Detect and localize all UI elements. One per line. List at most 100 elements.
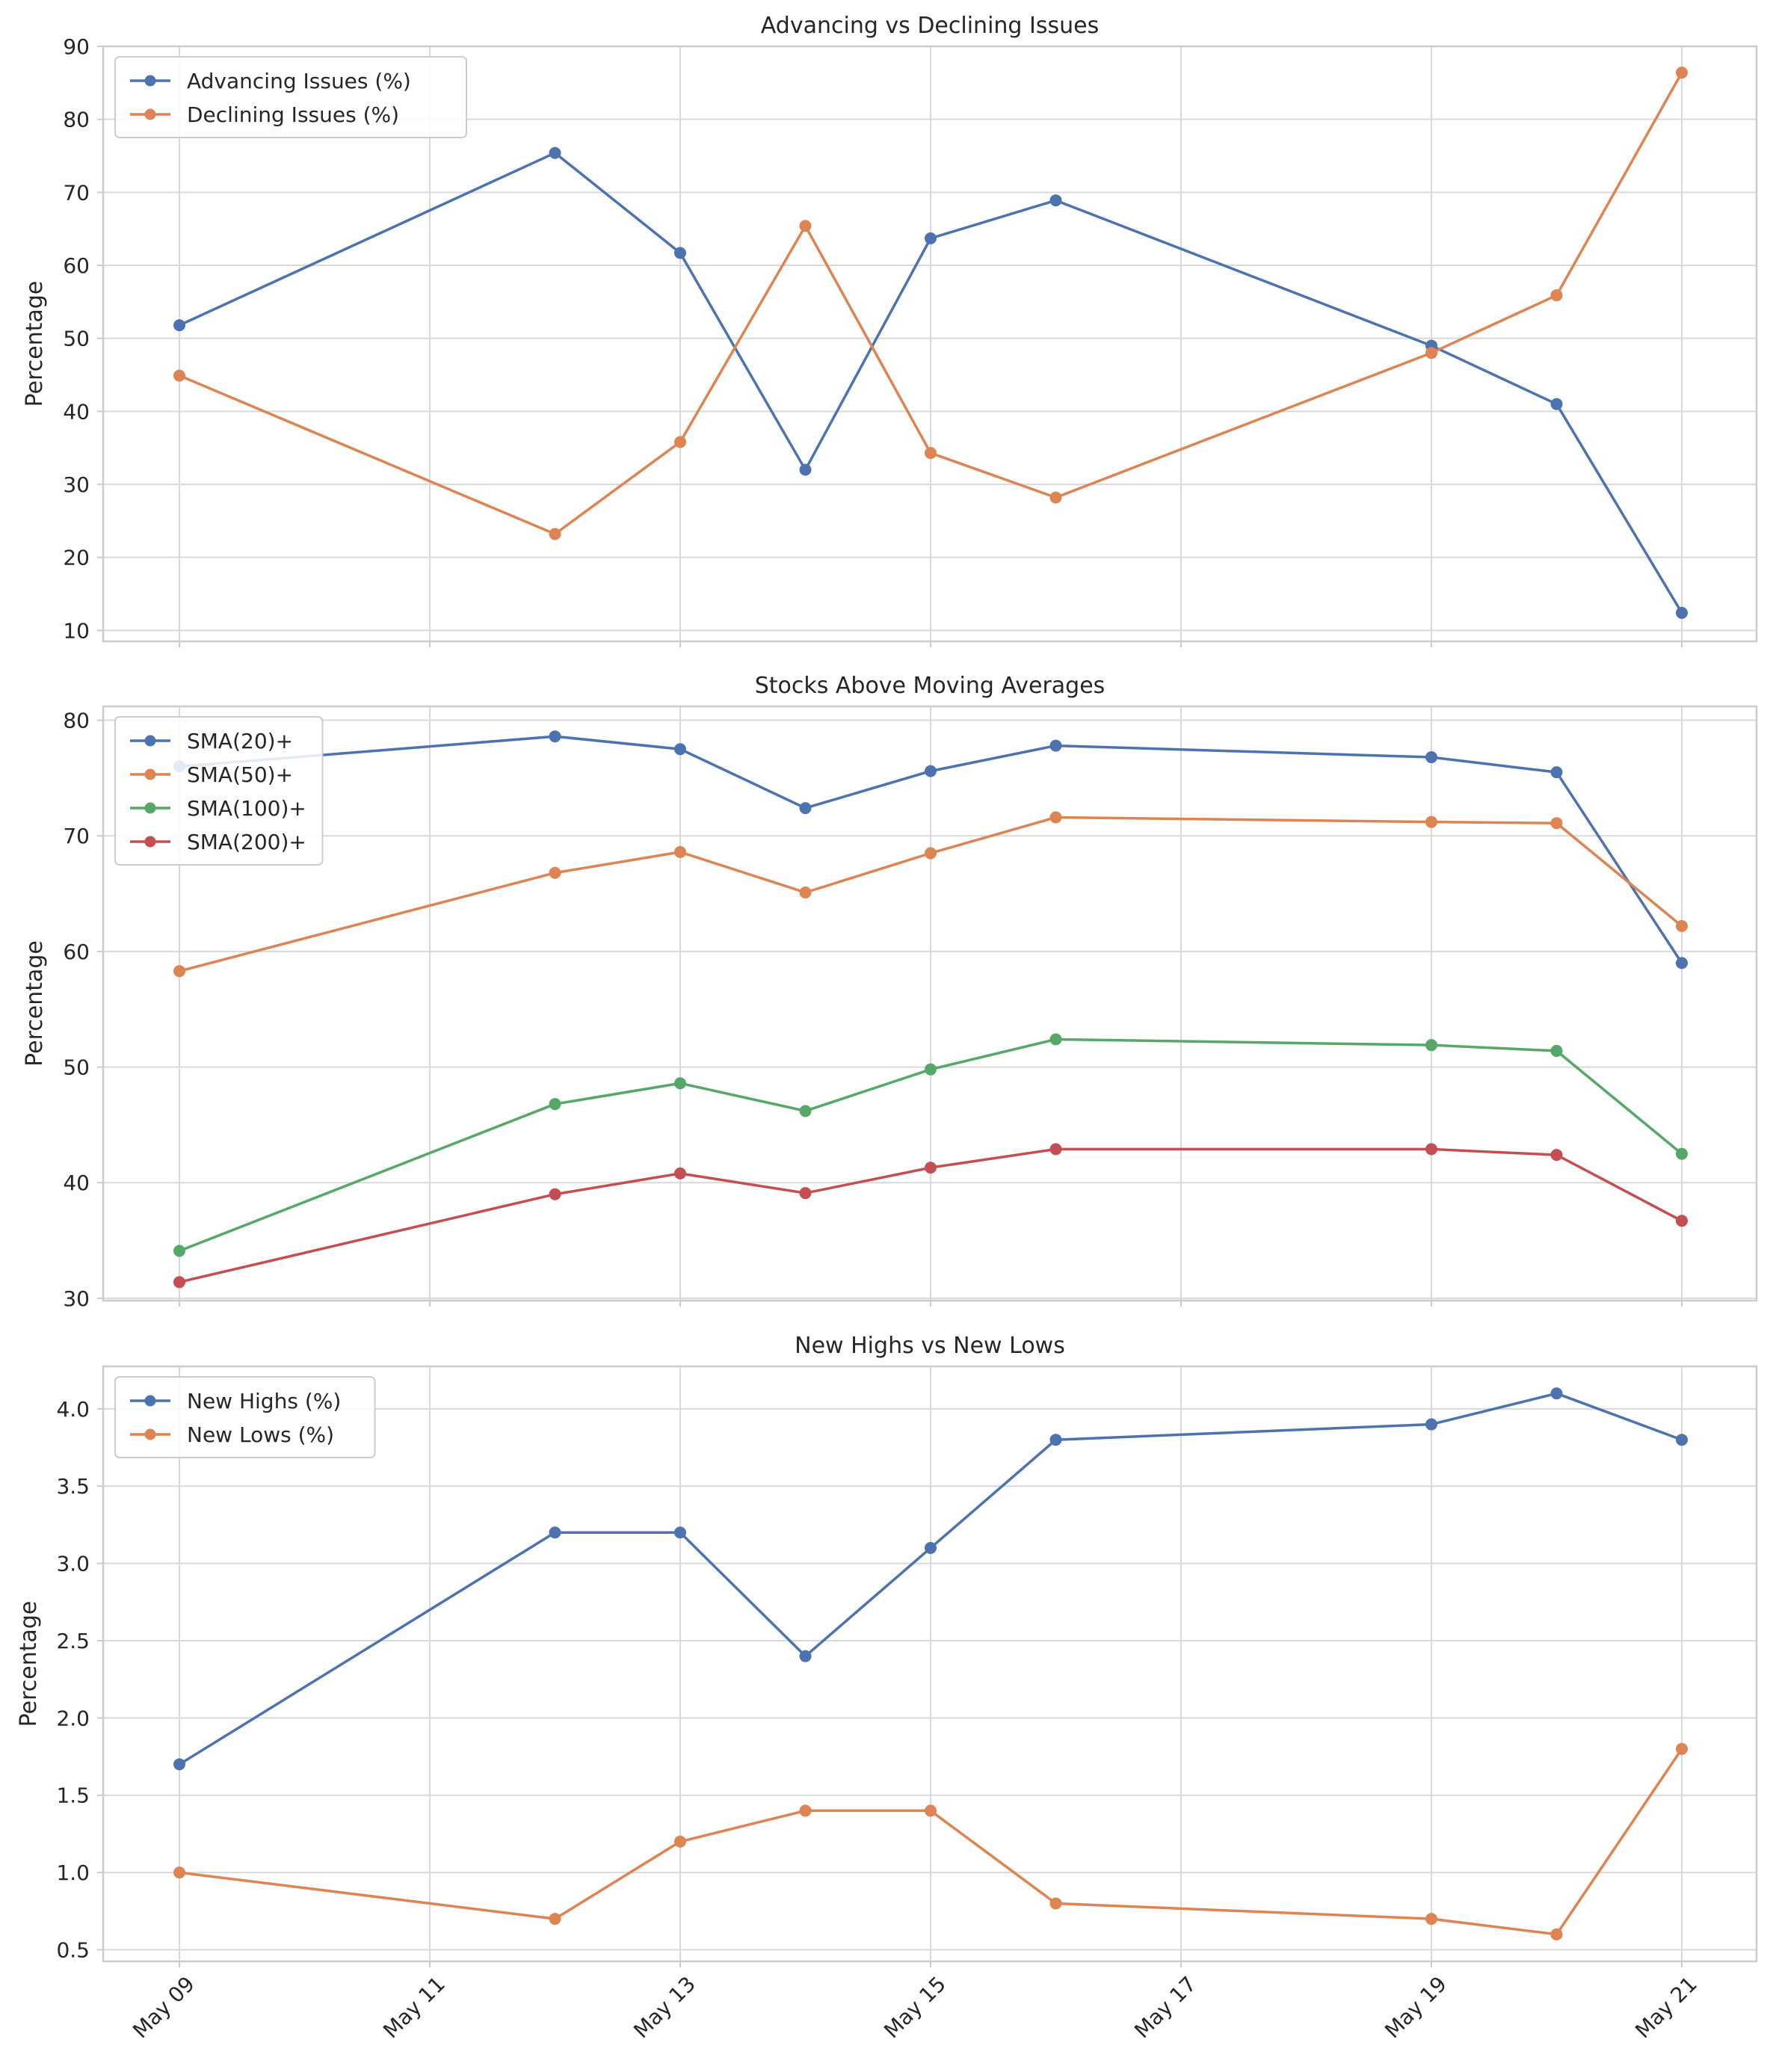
data-point [674, 247, 686, 259]
data-point [799, 1105, 812, 1117]
data-point [674, 1835, 686, 1848]
data-point [173, 1758, 185, 1771]
data-point [1049, 194, 1062, 207]
y-tick-label: 1.5 [56, 1783, 90, 1808]
y-tick-label: 70 [63, 824, 90, 848]
data-point [925, 1063, 937, 1076]
legend-swatch-marker [144, 108, 156, 120]
y-tick-label: 70 [63, 180, 90, 205]
data-point [925, 765, 937, 777]
legend-label: New Highs (%) [187, 1389, 341, 1413]
y-axis-label: Percentage [22, 940, 48, 1067]
data-point [1550, 766, 1563, 779]
data-point [1676, 919, 1688, 932]
y-tick-label: 60 [63, 253, 90, 278]
x-tick-label: May 17 [1129, 1972, 1201, 2044]
data-point [799, 220, 812, 232]
y-tick-label: 3.0 [56, 1552, 90, 1576]
data-point [1676, 67, 1688, 79]
data-point [549, 147, 561, 159]
y-axis-label: Percentage [16, 1601, 42, 1727]
legend-label: SMA(100)+ [187, 796, 306, 821]
data-point [549, 730, 561, 743]
data-point [1550, 1149, 1563, 1162]
chart-panel: 0.5 1.0 1.5 2.0 2.5 3.0 3.5 4.0 May 09 May 11 May … [16, 1333, 1758, 2044]
data-point [1049, 811, 1062, 824]
data-point [1676, 1215, 1688, 1227]
legend-swatch-marker [144, 836, 156, 848]
legend-swatch-marker [144, 802, 156, 814]
data-point [1049, 739, 1062, 752]
legend-label: SMA(20)+ [187, 729, 293, 753]
legend-label: New Lows (%) [187, 1422, 334, 1447]
data-point [1676, 606, 1688, 619]
legend-label: Advancing Issues (%) [187, 69, 411, 93]
y-tick-label: 90 [63, 34, 90, 59]
data-point [925, 1162, 937, 1174]
y-tick-label: 3.5 [56, 1474, 90, 1499]
data-point [1425, 815, 1437, 828]
y-tick-label: 50 [63, 1055, 90, 1080]
data-point [173, 965, 185, 978]
y-tick-label: 30 [63, 1286, 90, 1311]
data-point [674, 1167, 686, 1180]
data-point [1425, 1913, 1437, 1925]
data-point [1676, 1742, 1688, 1755]
data-point [173, 1866, 185, 1879]
data-point [799, 1187, 812, 1200]
y-tick-label: 2.0 [56, 1706, 90, 1730]
x-tick-label: May 19 [1380, 1972, 1452, 2044]
data-point [674, 1077, 686, 1090]
data-point [1550, 817, 1563, 830]
x-tick-label: May 13 [629, 1972, 700, 2044]
legend-swatch-marker [144, 75, 156, 87]
x-tick-label: May 15 [879, 1972, 951, 2044]
y-tick-label: 2.5 [56, 1629, 90, 1653]
data-point [1676, 1147, 1688, 1160]
data-point [173, 1276, 185, 1289]
data-point [799, 1650, 812, 1662]
data-point [925, 847, 937, 860]
legend-box [114, 1376, 376, 1458]
data-point [1425, 347, 1437, 360]
legend-box [114, 56, 467, 138]
data-point [173, 369, 185, 382]
data-point [799, 887, 812, 899]
y-tick-label: 80 [63, 108, 90, 132]
legend-swatch-marker [144, 735, 156, 747]
y-tick-label: 80 [63, 709, 90, 733]
chart-panel: 30 40 50 60 70 80 Stocks Above Moving Averages… [22, 673, 1758, 1311]
chart-title: Stocks Above Moving Averages [755, 673, 1106, 699]
data-point [925, 1541, 937, 1554]
data-point [173, 319, 185, 332]
data-point [1049, 1897, 1062, 1910]
y-tick-label: 20 [63, 546, 90, 570]
y-axis-label: Percentage [22, 281, 48, 407]
y-tick-label: 10 [63, 618, 90, 643]
data-point [1676, 957, 1688, 969]
data-point [1049, 491, 1062, 504]
data-point [549, 866, 561, 879]
legend-label: SMA(200)+ [187, 830, 306, 854]
data-point [549, 528, 561, 540]
x-tick-label: May 11 [378, 1972, 450, 2044]
data-point [1049, 1033, 1062, 1046]
data-point [1425, 751, 1437, 764]
data-point [674, 743, 686, 756]
legend-swatch-marker [144, 1395, 156, 1407]
data-point [1550, 398, 1563, 410]
y-tick-label: 40 [63, 399, 90, 424]
data-point [549, 1913, 561, 1925]
data-point [549, 1098, 561, 1111]
x-tick-label: May 21 [1630, 1972, 1702, 2044]
data-point [925, 232, 937, 244]
legend-label: Declining Issues (%) [187, 102, 399, 127]
data-point [674, 845, 686, 858]
data-point [799, 802, 812, 815]
data-point [549, 1188, 561, 1200]
x-tick-label: May 09 [128, 1972, 200, 2044]
data-point [674, 436, 686, 448]
data-point [1676, 1434, 1688, 1446]
data-point [549, 1526, 561, 1539]
